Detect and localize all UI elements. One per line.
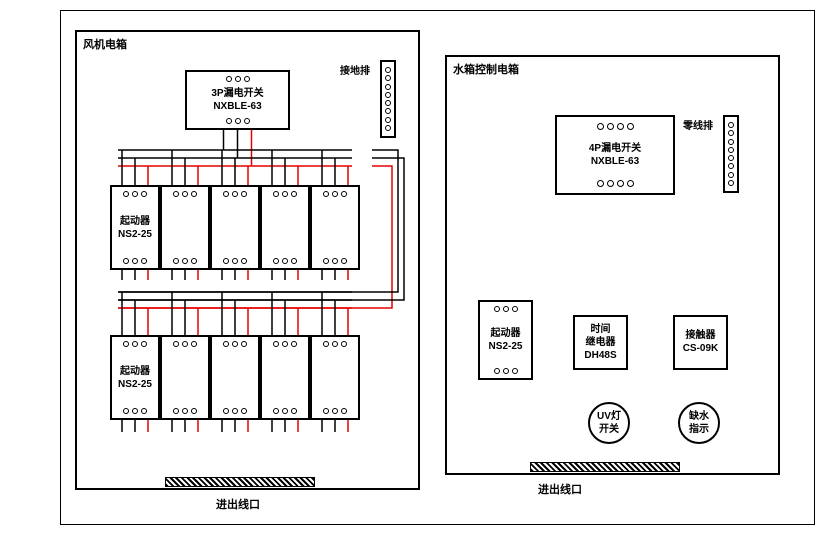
starter [260,335,310,420]
starter [210,335,260,420]
starter-label-1: 起动器 [482,327,529,340]
breaker-label-1: 4P漏电开关 [563,142,667,155]
breaker-label-2: NXBLE-63 [191,100,284,113]
starter [310,335,360,420]
breaker-bot-terminals [191,118,284,124]
panel-title: 风机电箱 [83,36,127,52]
neutral-bar [723,115,739,193]
port-label-left: 进出线口 [216,496,260,512]
starter: 起动器 NS2-25 [478,300,533,380]
breaker-top-terminals [563,123,667,130]
cable-port-right [530,462,680,472]
breaker-label-2: NXBLE-63 [563,155,667,168]
breaker-top-terminals [191,76,284,82]
starter [310,185,360,270]
starter [160,185,210,270]
contactor-label-2: CS-09K [675,342,726,355]
port-label-right: 进出线口 [538,481,582,497]
contactor: 接触器 CS-09K [673,315,728,370]
starter-top-terms [482,306,529,312]
breaker-3p: 3P漏电开关 NXBLE-63 [185,70,290,130]
contactor-label-1: 接触器 [675,329,726,342]
starter-bot-terms [482,368,529,374]
neutral-bar-label: 零线排 [683,117,713,132]
starter-label-2: NS2-25 [482,340,529,353]
starter: 起动器NS2-25 [110,335,160,420]
panel-title: 水箱控制电箱 [453,61,519,77]
earth-bar [380,60,396,138]
starter [210,185,260,270]
breaker-label-1: 3P漏电开关 [191,87,284,100]
starter: 起动器NS2-25 [110,185,160,270]
starter [160,335,210,420]
breaker-4p: 4P漏电开关 NXBLE-63 [555,115,675,195]
timer-label-3: DH48S [575,349,626,362]
time-relay: 时间 继电器 DH48S [573,315,628,370]
panel-button: 缺水指示 [678,402,720,444]
timer-label-2: 继电器 [575,336,626,349]
starter [260,185,310,270]
cable-port-left [165,477,315,487]
earth-bar-label: 接地排 [340,62,370,77]
timer-label-1: 时间 [575,323,626,336]
breaker-bot-terminals [563,180,667,187]
panel-button: UV灯开关 [588,402,630,444]
